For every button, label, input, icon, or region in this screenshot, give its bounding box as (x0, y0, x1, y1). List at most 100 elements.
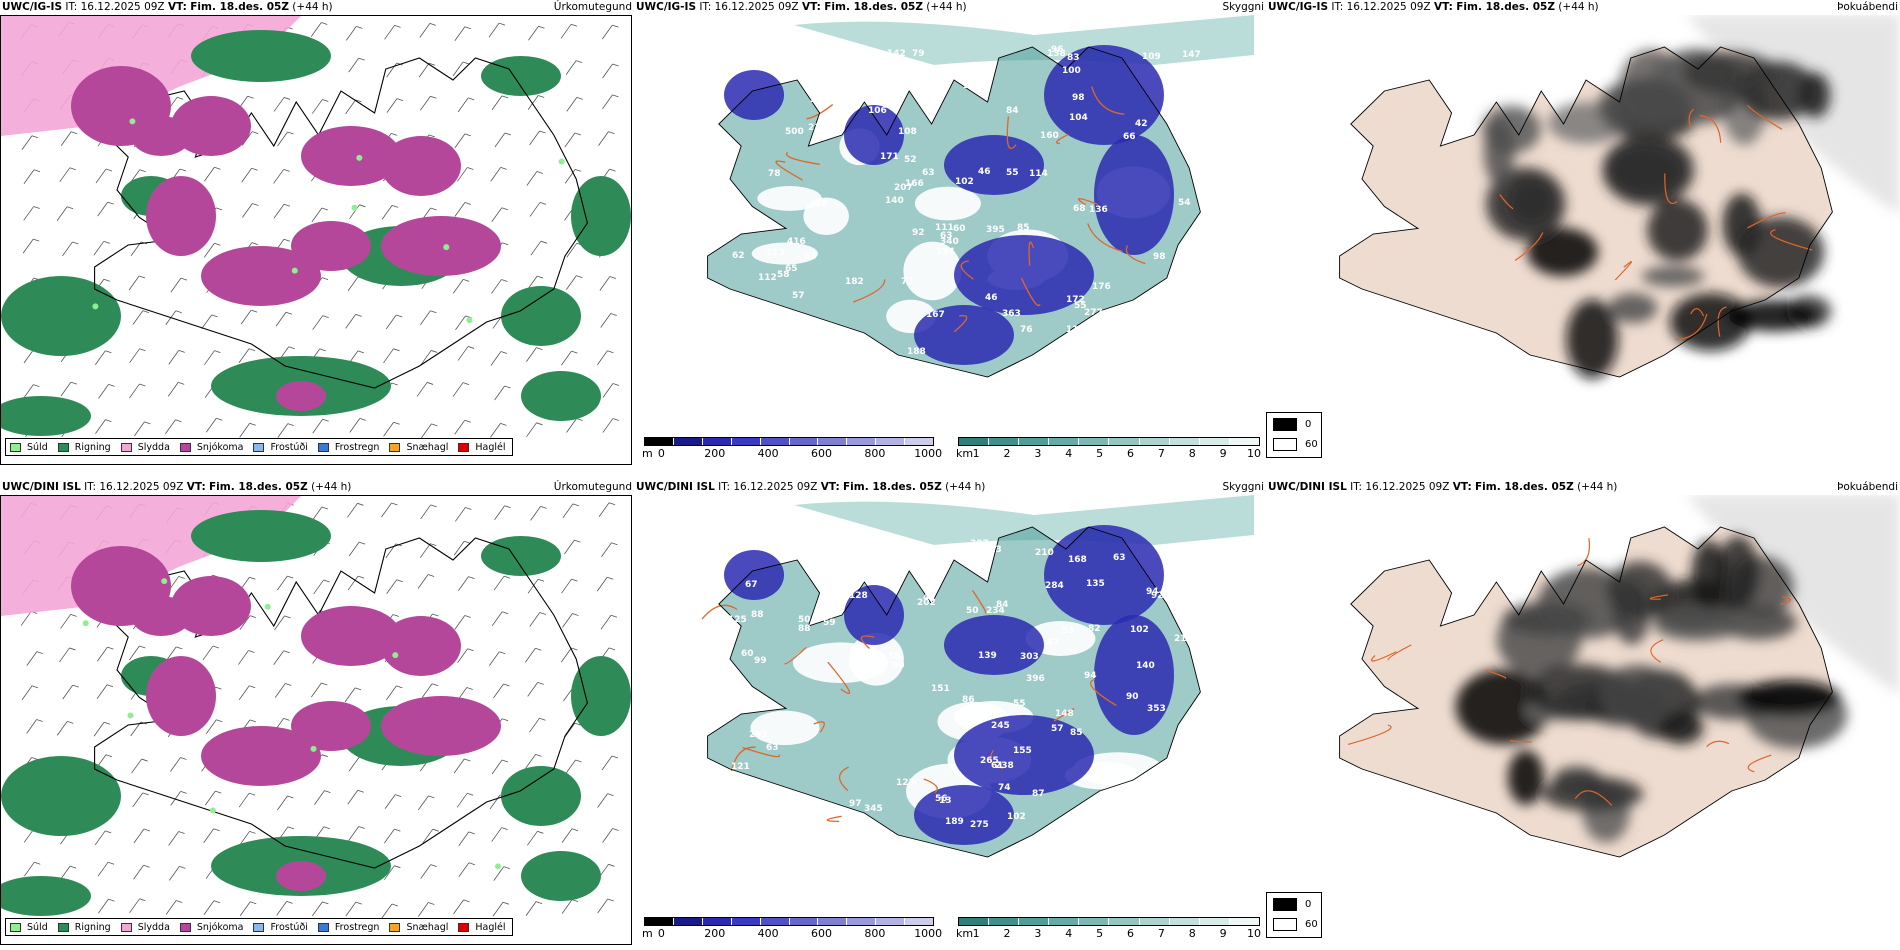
cloud-base-label: 345 (864, 804, 883, 814)
colorbar-tick: 400 (757, 927, 779, 940)
cloud-base-label: 128 (849, 591, 868, 601)
legend-swatch (10, 922, 21, 932)
legend-item-7: Haglél (458, 442, 506, 453)
cloud-base-label: 275 (970, 820, 989, 830)
colorbar-tick: 400 (757, 447, 779, 460)
cloud-base-label: 52 (904, 155, 917, 165)
colorbar-tick: 3 (1034, 447, 1042, 460)
fog-swatch (1273, 418, 1297, 431)
cloud-base-label: 57 (810, 95, 823, 105)
precip-map-svg (0, 16, 631, 464)
legend-swatch (389, 442, 401, 452)
cloud-base-label: 58 (777, 270, 790, 280)
cloud-base-label: 236 (820, 830, 839, 840)
colorbar-tick: 7 (1157, 927, 1165, 940)
colorbar-tick: 8 (1188, 447, 1196, 460)
cloud-base-label: 54 (841, 553, 854, 563)
fog-legend-label: 60 (1305, 919, 1318, 930)
colorbar-tick: 9 (1219, 447, 1227, 460)
cloud-base-label: 42 (1185, 606, 1198, 616)
cloud-base-label: 155 (1013, 746, 1032, 756)
colorbar-tick: 3 (1034, 927, 1042, 940)
cloud-base-label: 100 (1062, 66, 1081, 76)
cloud-base-label: 189 (945, 817, 964, 827)
colorbar-tick: 9 (1219, 927, 1227, 940)
cloud-base-label: 188 (907, 347, 926, 357)
colorbar-strip (644, 917, 934, 926)
cloud-base-label: 54 (827, 581, 840, 591)
legend-swatch (253, 922, 265, 932)
fog-legend-label: 0 (1305, 419, 1312, 430)
cloud-base-label: 243 (1093, 835, 1112, 845)
cloud-base-label: 97 (963, 81, 976, 91)
fog-swatch (1273, 898, 1297, 911)
cloud-base-label: 63 (938, 554, 951, 564)
legend-label: Snjókoma (196, 921, 244, 933)
cloud-base-label: 202 (917, 598, 936, 608)
visibility-title: Skyggni (1222, 1, 1265, 13)
legend-label: Snæhagl (406, 441, 449, 453)
cloud-base-label: 84 (996, 600, 1009, 610)
colorbar-tick: 200 (704, 447, 726, 460)
cloud-base-label: 256 (842, 65, 861, 75)
cloud-base-label: 123 (896, 778, 915, 788)
colorbar-tick: 600 (810, 447, 832, 460)
cloud-base-label: 125 (728, 615, 747, 625)
cloud-base-label: 46 (985, 293, 998, 303)
precip-map: Súld Rigning Slydda Snjókoma Frostúði Frostre… (0, 495, 632, 945)
legend-item-5: Frostregn (317, 922, 379, 933)
cloudbase-colorbar: m 0 200 400 600 800 1000 (642, 917, 942, 947)
colorbar-tick: 1 (972, 447, 980, 460)
cloud-map: 50 51 60 50 54 84 92 102 94 140 63 236 226 128 155 121 9… (634, 495, 1266, 915)
legend-swatch (57, 922, 69, 932)
cloud-base-label: 53 (1062, 626, 1075, 636)
cloud-map-svg: 50 51 60 50 54 84 92 102 94 140 63 236 226 128 155 121 9… (701, 495, 1254, 858)
cloud-base-label: 63 (1113, 553, 1126, 563)
cloud-base-label: 142 (887, 49, 906, 59)
cloud-base-label: 84 (1006, 106, 1019, 116)
legend-item-5: Frostregn (317, 442, 379, 453)
cloud-base-label: 642 (1189, 798, 1208, 808)
colorbar-tick: 5 (1096, 447, 1104, 460)
cloud-base-label: 98 (1153, 252, 1166, 262)
cloud-base-label: 416 (787, 237, 806, 247)
cloud-base-label: 34 (836, 113, 849, 123)
legend-swatch (317, 922, 329, 932)
colorbar-tick: 800 (864, 447, 886, 460)
cloud-base-label: 172 (1066, 295, 1085, 305)
legend-swatch (458, 922, 470, 932)
cloud-base-label: 113 (766, 248, 785, 258)
cloud-map-svg: 113 106 111 115 256 65 63 68 85 92 147 138 109 160 170… (707, 15, 1254, 378)
cloud-base-label: 66 (1123, 132, 1136, 142)
cloud-base-label: 102 (955, 177, 974, 187)
colorbar-tick: 10 (1246, 447, 1261, 460)
cloud-base-label: 212 (808, 123, 827, 133)
cloud-base-label: 395 (986, 225, 1005, 235)
colorbar-tick: 1000 (914, 447, 943, 460)
fog-legend-item: 0 (1273, 898, 1311, 911)
cloud-base-label: 245 (991, 721, 1010, 731)
legend-label: Slydda (137, 441, 170, 453)
colorbar-tick: 7 (1157, 447, 1165, 460)
colorbar-tick: 6 (1126, 447, 1134, 460)
legend-label: Frostúði (270, 921, 308, 933)
fog-map (1266, 495, 1900, 895)
cloud-base-label: 90 (1126, 692, 1139, 702)
fog-swatch (1273, 438, 1297, 451)
cloud-base-label: 73 (901, 277, 914, 287)
legend-label: Rigning (74, 921, 111, 933)
legend-item-6: Snæhagl (389, 442, 448, 453)
cloud-base-label: 190 (835, 575, 854, 585)
colorbar-tick: 0 (657, 447, 665, 460)
cloud-base-label: 74 (998, 783, 1011, 793)
cloud-base-label: 97 (849, 799, 862, 809)
cloud-base-label: 98 (1072, 93, 1085, 103)
cloud-base-label: 99 (754, 656, 767, 666)
cloud-base-label: 83 (1067, 53, 1080, 63)
cloud-base-label: 104 (1069, 113, 1088, 123)
cloud-base-label: 277 (1084, 308, 1103, 318)
cloud-base-label: 108 (898, 127, 917, 137)
cloud-base-label: 121 (731, 762, 750, 772)
cloud-base-label: 67 (745, 580, 758, 590)
colorbar-unit: km (956, 447, 974, 460)
